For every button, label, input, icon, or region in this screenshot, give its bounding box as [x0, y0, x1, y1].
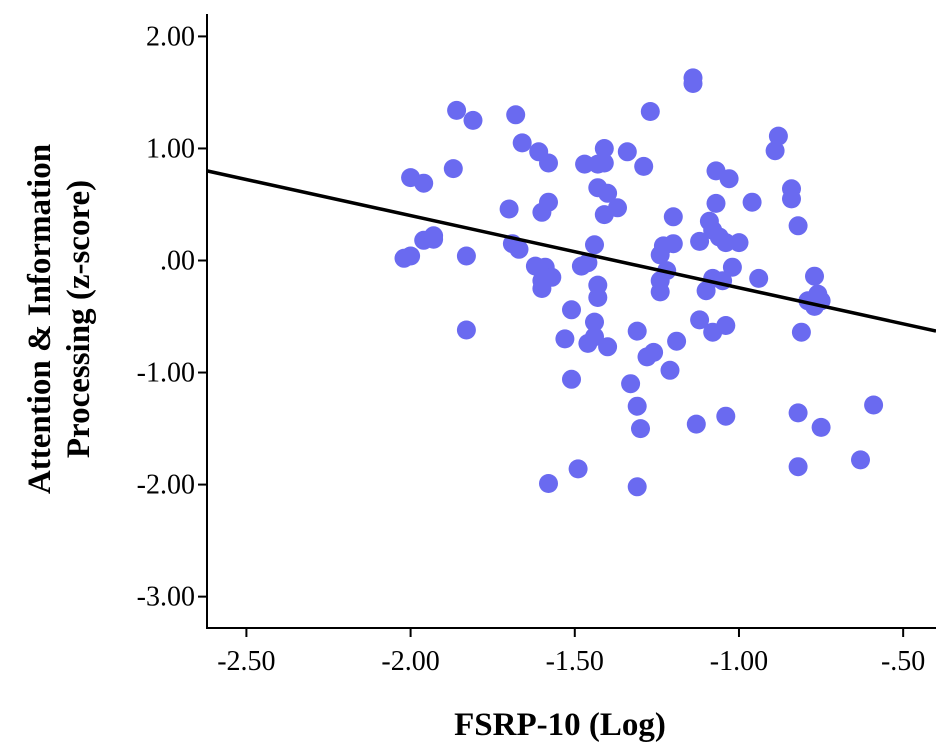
y-axis-title: Attention & Information Processing (z-sc…: [22, 144, 97, 494]
y-tick-label: -3.00: [137, 582, 195, 613]
data-point: [716, 233, 736, 253]
data-point: [690, 231, 710, 251]
data-point: [627, 477, 647, 497]
data-point: [608, 198, 627, 218]
data-point: [788, 457, 808, 477]
data-point: [660, 360, 680, 380]
data-point: [864, 395, 884, 415]
data-point: [585, 327, 604, 347]
data-point: [851, 450, 870, 470]
data-point: [650, 282, 670, 302]
data-point: [555, 329, 575, 349]
data-point: [594, 139, 614, 158]
points-layer: [394, 68, 884, 497]
y-axis-title-line-1: Attention & Information: [22, 144, 58, 494]
data-point: [627, 396, 647, 416]
data-point: [562, 300, 581, 320]
data-point: [722, 257, 742, 277]
data-point: [663, 234, 683, 254]
data-point: [716, 406, 736, 426]
data-point: [456, 246, 476, 266]
data-point: [617, 142, 637, 162]
data-point: [509, 239, 529, 259]
data-point: [594, 153, 614, 173]
data-point: [443, 159, 463, 179]
data-point: [598, 183, 618, 203]
fit-line-layer: [206, 169, 936, 333]
data-point: [667, 331, 687, 351]
data-point: [578, 253, 598, 273]
data-point: [690, 310, 710, 330]
data-point: [729, 233, 749, 253]
data-point: [568, 459, 588, 479]
data-point: [588, 275, 608, 295]
regression-line: [206, 169, 936, 333]
x-tick-label: -2.00: [381, 646, 439, 677]
data-point: [788, 403, 808, 423]
data-point: [644, 342, 664, 362]
data-point: [782, 189, 801, 209]
data-point: [456, 320, 476, 340]
data-point: [585, 235, 604, 255]
y-tick-label: -2.00: [137, 470, 195, 501]
data-point: [621, 374, 641, 394]
data-point: [499, 199, 519, 219]
data-point: [788, 216, 808, 236]
data-point: [749, 268, 769, 288]
data-point: [542, 267, 562, 287]
data-point: [742, 192, 762, 212]
data-point: [768, 126, 788, 146]
data-point: [627, 321, 647, 341]
x-tick-label: -1.50: [546, 646, 604, 677]
data-point: [719, 169, 739, 189]
data-point: [634, 156, 654, 176]
data-point: [640, 102, 660, 121]
data-point: [716, 316, 736, 335]
data-point: [512, 133, 532, 153]
x-tick-label: -.50: [881, 646, 925, 677]
data-point: [424, 226, 444, 246]
y-axis-title-line-2: Processing (z-score): [61, 180, 97, 458]
data-point: [585, 312, 604, 332]
y-tick-label: .00: [160, 245, 195, 276]
data-point: [683, 74, 703, 93]
data-point: [598, 337, 618, 357]
y-tick-label: 2.00: [146, 21, 195, 52]
data-point: [631, 419, 650, 439]
data-point: [686, 414, 706, 434]
data-point: [811, 417, 831, 437]
data-point: [706, 193, 726, 213]
data-point: [539, 153, 558, 173]
x-tick-label: -2.50: [217, 646, 275, 677]
x-axis-title: FSRP-10 (Log): [454, 707, 666, 743]
data-point: [575, 154, 595, 174]
data-point: [805, 266, 824, 286]
data-point: [414, 173, 434, 193]
data-point: [539, 474, 558, 493]
data-point: [447, 100, 467, 120]
data-point: [539, 192, 558, 212]
data-point: [562, 369, 581, 389]
data-point: [765, 141, 785, 161]
axes-layer: 2.00 1.00 .00 -1.00 -2.00 -3.00 -2.50 -2.00 -1.5…: [137, 14, 936, 677]
data-point: [663, 207, 683, 227]
x-tick-label: -1.00: [710, 646, 768, 677]
data-point: [401, 246, 421, 266]
y-tick-label: 1.00: [146, 133, 195, 164]
data-point: [463, 110, 483, 130]
data-point: [506, 105, 526, 125]
data-point: [791, 322, 811, 342]
y-tick-label: -1.00: [137, 358, 195, 389]
